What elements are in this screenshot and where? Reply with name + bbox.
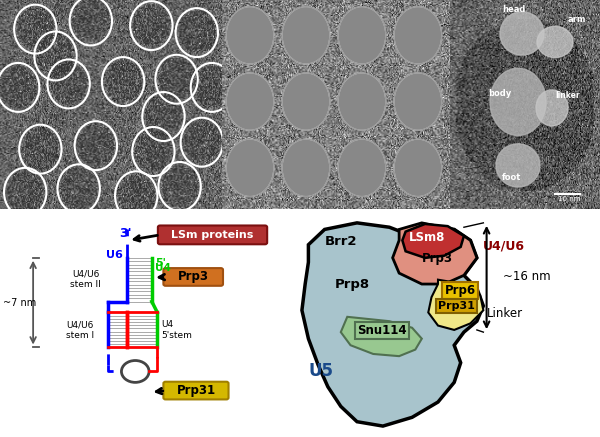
Text: U5: U5 [308, 362, 334, 380]
Text: 3': 3' [119, 227, 132, 240]
Polygon shape [500, 12, 544, 55]
Ellipse shape [226, 7, 274, 64]
Ellipse shape [338, 7, 386, 64]
Text: Prp3: Prp3 [422, 252, 453, 265]
Text: U4: U4 [155, 263, 171, 273]
Text: Snu114: Snu114 [357, 324, 407, 337]
Text: U4/U6
stem I: U4/U6 stem I [66, 320, 94, 340]
FancyBboxPatch shape [163, 382, 229, 399]
FancyBboxPatch shape [158, 225, 267, 244]
Ellipse shape [282, 139, 330, 197]
Ellipse shape [394, 139, 442, 197]
Polygon shape [403, 224, 464, 258]
Text: U4
5'stem: U4 5'stem [161, 320, 193, 340]
Text: ~16 nm: ~16 nm [503, 270, 550, 283]
Text: U6: U6 [106, 250, 123, 260]
Polygon shape [341, 317, 422, 356]
Polygon shape [537, 26, 573, 58]
Text: body: body [488, 89, 511, 98]
Text: Prp31: Prp31 [438, 301, 475, 311]
Ellipse shape [282, 73, 330, 130]
Ellipse shape [338, 73, 386, 130]
Polygon shape [392, 223, 477, 284]
Text: LSm proteins: LSm proteins [172, 230, 254, 240]
Text: Prp6: Prp6 [445, 284, 476, 297]
Text: LSm8: LSm8 [409, 232, 445, 244]
Ellipse shape [394, 7, 442, 64]
Text: Prp3: Prp3 [178, 271, 209, 284]
Text: 10 nm: 10 nm [558, 196, 581, 202]
Text: 5': 5' [155, 258, 166, 268]
Text: Linker: Linker [487, 307, 523, 320]
Polygon shape [428, 280, 484, 330]
Text: ~7 nm: ~7 nm [2, 298, 36, 308]
FancyBboxPatch shape [163, 268, 223, 286]
Text: Prp8: Prp8 [334, 278, 370, 291]
Text: Prp31: Prp31 [176, 384, 215, 397]
Ellipse shape [226, 73, 274, 130]
Text: linker: linker [555, 91, 580, 100]
Text: U4/U6
stem II: U4/U6 stem II [70, 270, 101, 289]
Polygon shape [536, 90, 568, 126]
Text: foot: foot [502, 173, 521, 182]
Text: head: head [502, 5, 526, 14]
Text: U4/U6: U4/U6 [484, 239, 526, 252]
Ellipse shape [338, 139, 386, 197]
Polygon shape [490, 68, 546, 135]
Text: arm: arm [568, 14, 587, 24]
Ellipse shape [226, 139, 274, 197]
Ellipse shape [282, 7, 330, 64]
Polygon shape [302, 223, 484, 426]
Polygon shape [496, 144, 540, 187]
Text: Brr2: Brr2 [325, 235, 357, 248]
Ellipse shape [394, 73, 442, 130]
